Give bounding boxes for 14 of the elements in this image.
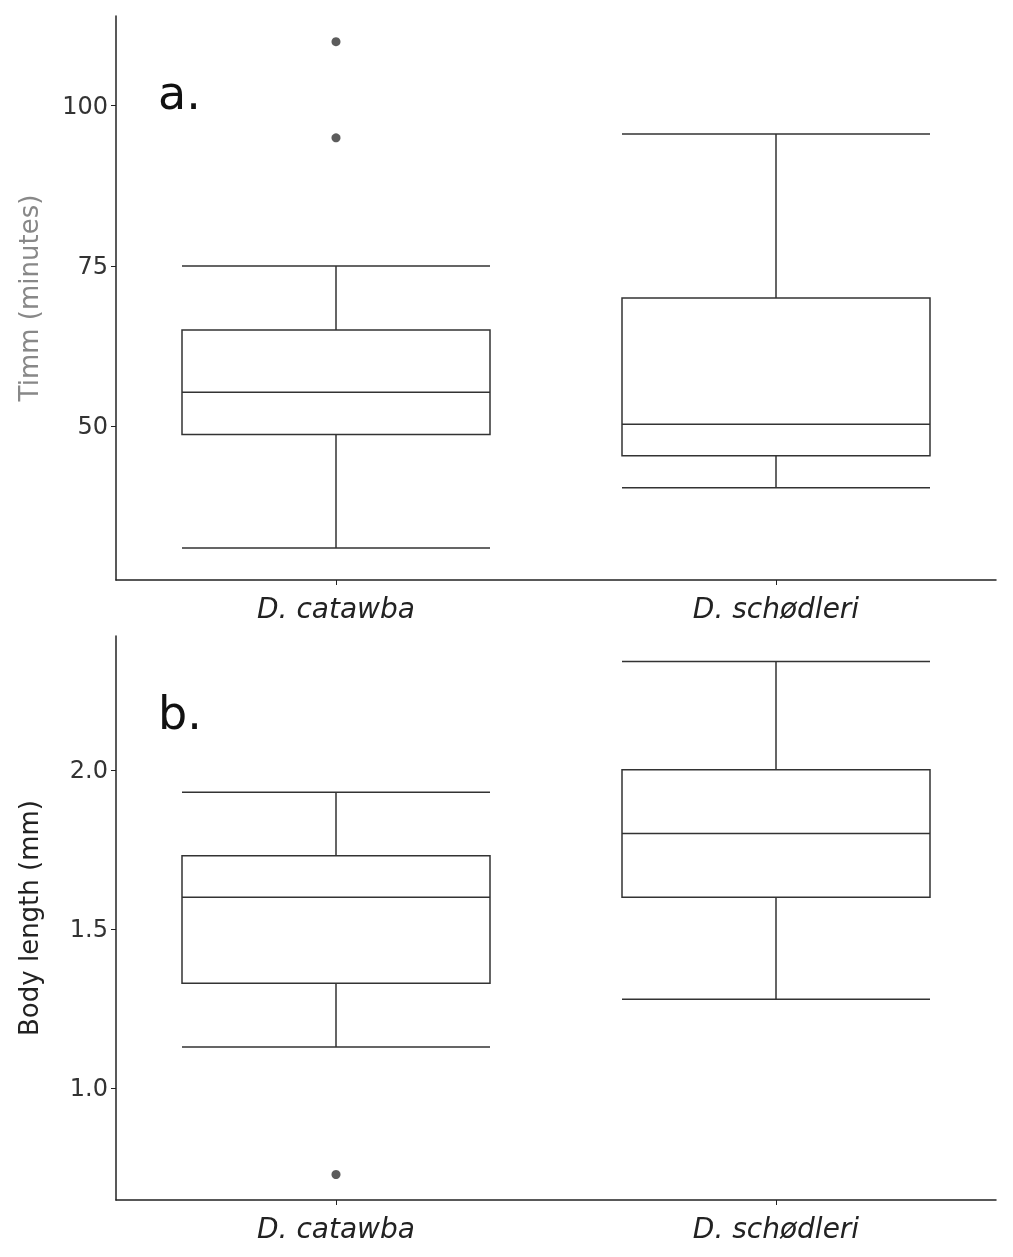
annotation: b. <box>158 686 202 740</box>
y-tick-label: 100 <box>62 91 108 120</box>
y-tick-label: 50 <box>77 412 108 441</box>
annotation: a. <box>158 66 201 120</box>
y-tick-label: 75 <box>77 251 108 280</box>
y-tick-label: 1.5 <box>69 915 108 944</box>
x-tick-label: D. schødleri <box>692 1211 860 1245</box>
y-tick-label: 1.0 <box>69 1074 108 1103</box>
y-axis-title: Timm (minutes) <box>14 194 44 403</box>
y-tick-label: 2.0 <box>69 755 108 784</box>
x-tick-label: D. catawba <box>257 591 415 625</box>
x-tick-label: D. catawba <box>257 1211 415 1245</box>
x-tick-label: D. schødleri <box>692 591 860 625</box>
y-axis-title: Body length (mm) <box>14 800 44 1036</box>
